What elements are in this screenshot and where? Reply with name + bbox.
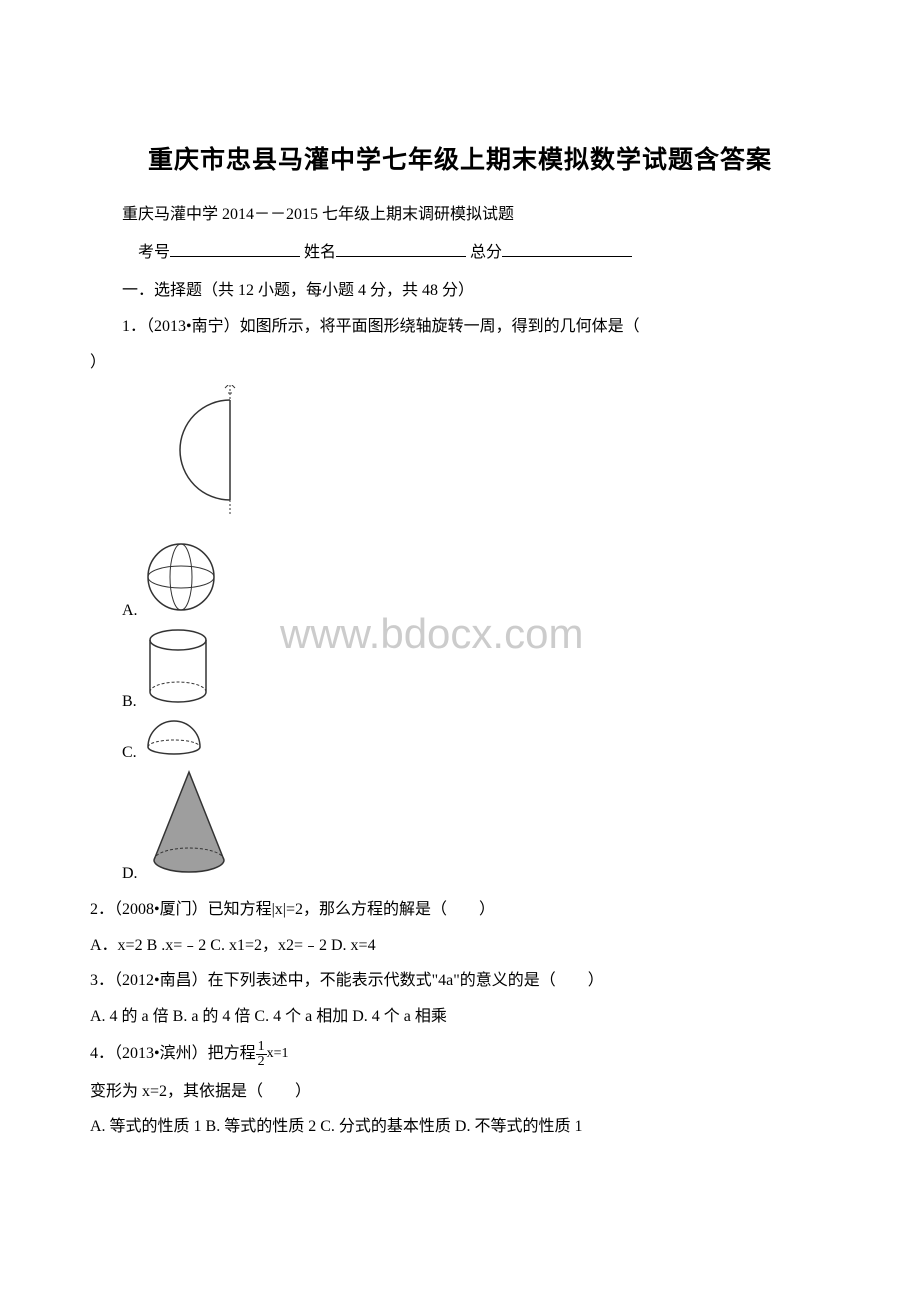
page-title: 重庆市忠县马灌中学七年级上期末模拟数学试题含答案 bbox=[90, 140, 830, 176]
cylinder-icon bbox=[143, 626, 213, 711]
score-label: 总分 bbox=[470, 244, 502, 261]
q1-option-d: D. bbox=[122, 768, 830, 883]
option-b-label: B. bbox=[122, 693, 137, 711]
sphere-icon bbox=[144, 540, 219, 620]
hemisphere-icon bbox=[143, 717, 205, 762]
q4-pre-text: 4．（2013•滨州）把方程 bbox=[90, 1045, 256, 1062]
question-2-text: 2．（2008•厦门）已知方程|x|=2，那么方程的解是（ ） bbox=[90, 897, 830, 923]
subtitle: 重庆马灌中学 2014－－2015 七年级上期末调研模拟试题 bbox=[90, 200, 830, 224]
question-3-text: 3．（2012•南昌）在下列表述中，不能表示代数式"4a"的意义的是（ ） bbox=[90, 968, 830, 994]
question-1-close: ） bbox=[90, 350, 830, 376]
question-4-answers: A. 等式的性质 1 B. 等式的性质 2 C. 分式的基本性质 D. 不等式的… bbox=[90, 1114, 830, 1140]
question-1-text: 1．（2013•南宁）如图所示，将平面图形绕轴旋转一周，得到的几何体是（ bbox=[90, 314, 830, 340]
question-4-line2: 变形为 x=2，其依据是（ ） bbox=[90, 1079, 830, 1105]
name-blank bbox=[336, 241, 466, 257]
q4-eq-tail: x=1 bbox=[267, 1043, 289, 1065]
q1-option-c: C. bbox=[122, 717, 830, 762]
question-4-line1: 4．（2013•滨州）把方程12x=1 bbox=[90, 1040, 830, 1069]
header-row: 考号 姓名 总分 bbox=[90, 238, 830, 262]
cone-icon bbox=[144, 768, 234, 883]
section1-header: 一．选择题（共 12 小题，每小题 4 分，共 48 分） bbox=[90, 276, 830, 300]
q1-figure-semicircle-axis bbox=[160, 385, 830, 520]
q4-frac-den: 2 bbox=[256, 1055, 267, 1069]
option-a-label: A. bbox=[122, 602, 138, 620]
exam-number-label: 考号 bbox=[138, 244, 170, 261]
q4-frac-num: 1 bbox=[256, 1040, 267, 1055]
exam-number-blank bbox=[170, 241, 300, 257]
q4-fraction: 12 bbox=[256, 1040, 267, 1069]
option-c-label: C. bbox=[122, 744, 137, 762]
document-content: 重庆市忠县马灌中学七年级上期末模拟数学试题含答案 重庆马灌中学 2014－－20… bbox=[90, 140, 830, 1140]
name-label: 姓名 bbox=[304, 244, 336, 261]
option-d-label: D. bbox=[122, 865, 138, 883]
q1-option-b: B. bbox=[122, 626, 830, 711]
question-3-answers: A. 4 的 a 倍 B. a 的 4 倍 C. 4 个 a 相加 D. 4 个… bbox=[90, 1004, 830, 1030]
score-blank bbox=[502, 241, 632, 257]
q1-option-a: A. bbox=[122, 540, 830, 620]
question-2-answers: A．x=2 B .x=﹣2 C. x1=2，x2=﹣2 D. x=4 bbox=[90, 933, 830, 959]
